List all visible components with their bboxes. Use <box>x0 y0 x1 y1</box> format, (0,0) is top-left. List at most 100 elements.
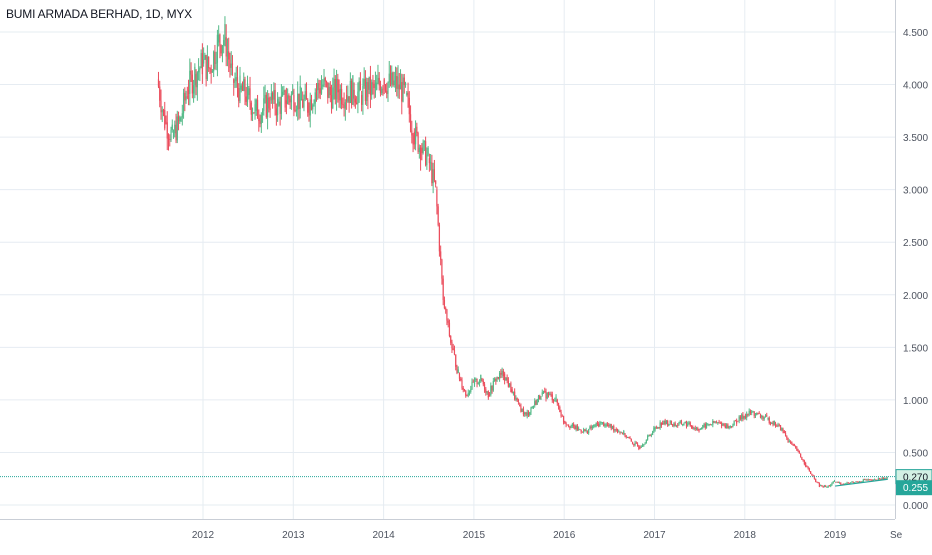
candle <box>490 385 492 396</box>
candle <box>175 124 177 141</box>
candle <box>264 94 266 99</box>
candle <box>734 420 736 422</box>
candle <box>564 420 566 424</box>
candle <box>359 81 361 91</box>
candle <box>695 428 698 430</box>
candle <box>611 426 614 429</box>
candle <box>825 485 827 488</box>
candle <box>659 422 661 428</box>
candle <box>609 424 611 427</box>
candle <box>698 429 700 432</box>
candle <box>757 412 759 414</box>
candle <box>723 424 725 426</box>
candle <box>245 96 247 102</box>
candle <box>618 431 620 433</box>
candle <box>159 86 161 101</box>
candle <box>475 378 477 380</box>
candle <box>767 417 769 419</box>
candle <box>294 110 296 112</box>
candle <box>704 423 706 428</box>
candle <box>600 421 602 423</box>
candle <box>697 428 699 430</box>
candle <box>416 126 418 133</box>
candle <box>512 391 515 394</box>
candle <box>323 78 325 85</box>
candle <box>688 422 690 424</box>
candle <box>218 34 220 43</box>
candle <box>387 82 389 94</box>
candle <box>210 68 212 73</box>
candle <box>856 481 858 483</box>
candle <box>191 74 193 94</box>
candle <box>532 405 535 408</box>
candle <box>831 482 833 485</box>
candle <box>530 408 532 413</box>
candle <box>433 169 435 181</box>
candle <box>682 424 684 426</box>
candle <box>655 427 657 429</box>
candle <box>426 154 428 166</box>
candle <box>870 479 872 481</box>
candle <box>541 392 543 395</box>
candle <box>712 420 714 425</box>
candle <box>585 429 587 431</box>
candle <box>797 450 799 452</box>
candle <box>170 130 172 140</box>
candle <box>732 425 734 427</box>
candle <box>855 481 857 483</box>
candle <box>157 79 160 87</box>
candle <box>575 425 577 430</box>
candle <box>542 391 545 393</box>
y-tick-label: 2.500 <box>903 238 928 249</box>
candle <box>460 378 462 381</box>
candle <box>230 63 232 68</box>
candle <box>731 426 733 427</box>
candle <box>522 408 525 415</box>
chart-title: BUMI ARMADA BERHAD, 1D, MYX <box>6 7 192 21</box>
candle <box>364 78 367 101</box>
candle <box>352 75 354 105</box>
candle <box>425 141 427 166</box>
candle <box>223 40 225 46</box>
candle <box>835 481 837 483</box>
candle <box>626 436 629 438</box>
candle <box>754 414 757 416</box>
candle <box>268 97 270 109</box>
candle <box>358 81 360 92</box>
x-tick-label: 2018 <box>734 530 757 541</box>
candle <box>348 96 350 104</box>
candle <box>372 82 374 84</box>
candle <box>554 400 556 402</box>
candle <box>699 429 701 431</box>
candle <box>381 88 383 94</box>
candle <box>836 481 838 483</box>
candle <box>448 322 451 336</box>
candle <box>428 158 430 164</box>
candle <box>598 423 600 427</box>
candle <box>616 429 619 432</box>
candle <box>337 78 339 93</box>
candle <box>805 462 807 467</box>
candle <box>446 309 448 321</box>
candle <box>756 412 758 415</box>
candle <box>802 459 804 461</box>
candle <box>430 162 432 164</box>
candle <box>862 479 864 482</box>
candle <box>581 431 583 433</box>
candle <box>225 37 227 57</box>
candle <box>677 425 679 426</box>
candle <box>720 423 723 427</box>
candle <box>367 82 369 98</box>
candle <box>480 374 482 382</box>
candle <box>529 412 531 415</box>
candle <box>789 441 792 443</box>
candle <box>579 429 581 431</box>
candle <box>404 83 407 86</box>
candle <box>550 393 552 395</box>
candle <box>654 427 656 430</box>
candle <box>658 427 660 428</box>
candle <box>172 133 175 138</box>
grid <box>0 0 895 519</box>
